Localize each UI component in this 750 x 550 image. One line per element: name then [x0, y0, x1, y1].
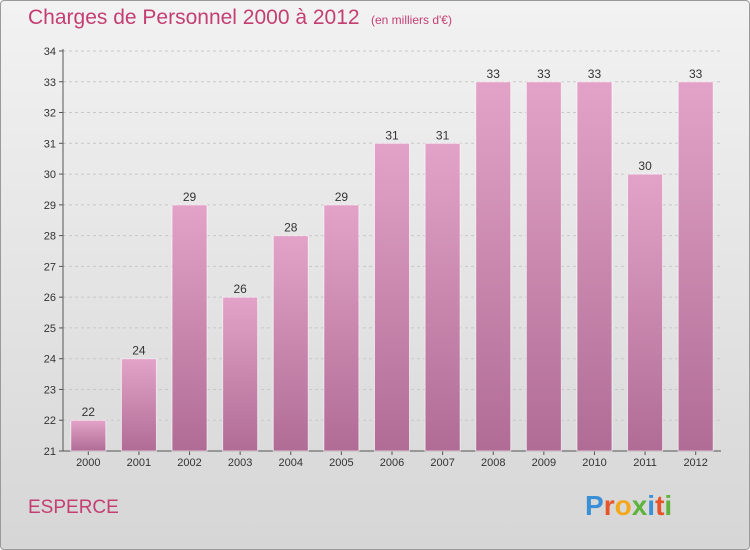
data-label-2011: 30	[638, 159, 652, 173]
y-tick-label: 22	[44, 415, 56, 427]
y-tick-label: 23	[44, 384, 56, 396]
data-label-2000: 22	[82, 405, 96, 419]
x-tick-label-2003: 2003	[228, 457, 252, 469]
data-label-2008: 33	[487, 67, 501, 81]
x-tick-label-2001: 2001	[127, 457, 151, 469]
bar-2003	[222, 296, 259, 452]
bar-2007	[424, 142, 461, 452]
x-tick-label-2011: 2011	[633, 457, 657, 469]
logo-letter: t	[655, 490, 665, 521]
logo-letter: r	[603, 490, 615, 521]
chart-title: Charges de Personnel 2000 à 2012	[28, 6, 360, 29]
data-label-2004: 28	[284, 221, 298, 235]
y-tick-label: 26	[44, 292, 56, 304]
labels: 21 22 23 24 25 26 27 28 29 30 31 32 33 34 22 2000 24 2001…	[44, 46, 708, 469]
bar-2005	[323, 204, 360, 452]
data-label-2007: 31	[436, 128, 450, 142]
x-tick-label-2004: 2004	[279, 457, 303, 469]
x-tick-label-2007: 2007	[430, 457, 454, 469]
x-tick-label-2000: 2000	[76, 457, 100, 469]
chart-subtitle: (en milliers d'€)	[371, 13, 452, 27]
data-label-2002: 29	[183, 190, 197, 204]
bar-2001	[120, 358, 157, 452]
data-label-2005: 29	[335, 190, 349, 204]
data-label-2006: 31	[385, 128, 399, 142]
y-tick-label: 33	[44, 77, 56, 89]
logo-letter: x	[631, 490, 648, 521]
x-tick-label-2006: 2006	[380, 457, 404, 469]
y-tick-label: 31	[44, 138, 56, 150]
bar-2011	[627, 173, 664, 452]
y-tick-label: 28	[44, 231, 56, 243]
logo-letter: o	[614, 490, 632, 521]
logo-letter: i	[664, 490, 673, 521]
bar-2008	[475, 81, 512, 452]
data-label-2001: 24	[132, 344, 146, 358]
x-tick-label-2012: 2012	[683, 457, 707, 469]
bar-2006	[374, 142, 410, 452]
bar-2009	[525, 81, 562, 452]
commune-name: ESPERCE	[28, 497, 119, 518]
y-tick-label: 25	[44, 323, 56, 335]
y-tick-label: 34	[44, 46, 56, 58]
y-tick-label: 30	[44, 169, 56, 181]
bar-2002	[171, 204, 208, 452]
data-label-2012: 33	[689, 67, 703, 81]
x-tick-label-2009: 2009	[532, 457, 556, 469]
x-tick-label-2002: 2002	[177, 457, 201, 469]
data-label-2003: 26	[233, 282, 247, 296]
y-tick-label: 27	[44, 261, 56, 273]
x-tick-label-2008: 2008	[481, 457, 505, 469]
data-label-2009: 33	[537, 67, 551, 81]
x-tick-label-2005: 2005	[329, 457, 353, 469]
bar-2012	[677, 81, 714, 452]
bar-2004	[272, 235, 309, 452]
y-tick-label: 24	[44, 354, 56, 366]
proxiti-logo: Proxiti	[585, 490, 672, 522]
y-tick-label: 29	[44, 200, 56, 212]
data-label-2010: 33	[588, 67, 602, 81]
bar-2010	[576, 81, 613, 452]
y-tick-label: 32	[44, 108, 56, 120]
logo-letter: P	[585, 490, 604, 521]
y-tick-label: 21	[44, 446, 56, 458]
logo-letter: i	[647, 490, 656, 521]
x-tick-label-2010: 2010	[582, 457, 606, 469]
bar-2000	[70, 419, 107, 452]
bars	[70, 81, 714, 452]
